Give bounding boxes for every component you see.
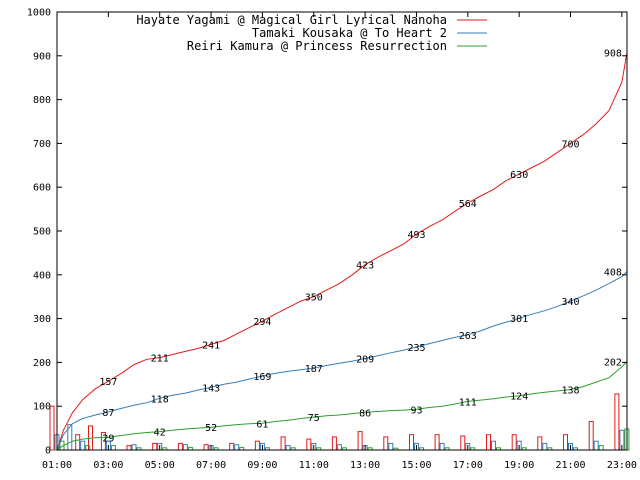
data-label-series-3-2: 52: [205, 423, 217, 434]
data-labels-layer: 157 211 241 294 350 423 493 564 630 700 908 87 118 14…: [99, 48, 622, 444]
data-label-series-3-7: 111: [459, 397, 477, 408]
data-label-series-1-9: 700: [561, 139, 579, 150]
series-line-3: [56, 361, 628, 451]
x-tick-label-8: 17:00: [453, 460, 483, 471]
data-label-series-2-5: 209: [356, 355, 374, 366]
legend: Hayate Yagami @ Magical Girl Lyrical Nan…: [136, 13, 487, 53]
y-tick-label-8: 800: [33, 95, 51, 106]
data-label-series-2-6: 235: [407, 343, 425, 354]
y-tick-label-3: 300: [33, 314, 51, 325]
data-label-series-2-3: 169: [253, 372, 271, 383]
data-label-series-3-4: 75: [308, 413, 320, 424]
data-label-series-2-1: 118: [151, 394, 169, 405]
data-label-series-3-9: 138: [561, 386, 579, 397]
legend-label-series-2: Tamaki Kousaka @ To Heart 2: [252, 26, 447, 40]
y-tick-label-4: 400: [33, 270, 51, 281]
x-tick-label-2: 05:00: [145, 460, 175, 471]
legend-label-series-3: Reiri Kamura @ Princess Resurrection: [187, 39, 447, 53]
legend-label-series-1: Hayate Yagami @ Magical Girl Lyrical Nan…: [136, 13, 447, 27]
data-label-series-2-0: 87: [102, 408, 114, 419]
data-label-series-1-4: 350: [305, 293, 323, 304]
data-label-series-2-9: 340: [561, 297, 579, 308]
y-tick-label-0: 0: [45, 446, 51, 457]
y-tick-label-5: 500: [33, 227, 51, 238]
bar-series-1-0: [49, 405, 55, 451]
x-tick-label-7: 15:00: [401, 460, 431, 471]
data-label-series-3-3: 61: [256, 419, 268, 430]
data-label-series-1-8: 630: [510, 170, 528, 181]
data-label-series-2-4: 187: [305, 364, 323, 375]
data-label-series-3-1: 42: [154, 428, 166, 439]
data-label-series-1-10: 908: [604, 48, 622, 59]
data-label-series-1-1: 211: [151, 354, 169, 365]
x-tick-label-1: 03:00: [93, 460, 123, 471]
series-line-2: [56, 270, 628, 451]
lines-layer: [56, 52, 628, 451]
data-label-series-3-10: 202: [604, 358, 622, 369]
x-tick-label-3: 07:00: [196, 460, 226, 471]
data-label-series-1-5: 423: [356, 261, 374, 272]
y-tick-label-6: 600: [33, 183, 51, 194]
y-tick-label-9: 900: [33, 51, 51, 62]
y-tick-label-7: 700: [33, 139, 51, 150]
axes-layer: 0 100 200 300 400 500 600 700 800 900 1000 01:00 03:…: [27, 8, 637, 472]
x-tick-label-4: 09:00: [247, 460, 277, 471]
data-label-series-3-6: 93: [410, 405, 422, 416]
data-label-series-2-2: 143: [202, 383, 220, 394]
x-tick-label-0: 01:00: [42, 460, 72, 471]
y-tick-label-10: 1000: [27, 8, 51, 19]
data-label-series-3-8: 124: [510, 392, 528, 403]
x-tick-label-6: 13:00: [350, 460, 380, 471]
data-label-series-3-5: 86: [359, 408, 371, 419]
y-tick-label-1: 100: [33, 402, 51, 413]
data-label-series-2-8: 301: [510, 314, 528, 325]
x-tick-label-10: 21:00: [555, 460, 585, 471]
x-tick-label-9: 19:00: [504, 460, 534, 471]
x-tick-label-11: 23:00: [607, 460, 637, 471]
x-tick-label-5: 11:00: [299, 460, 329, 471]
data-label-series-1-3: 294: [253, 317, 271, 328]
data-label-series-1-2: 241: [202, 340, 220, 351]
data-label-series-2-10: 408: [604, 267, 622, 278]
data-label-series-1-7: 564: [459, 199, 477, 210]
data-label-series-2-7: 263: [459, 331, 477, 342]
data-label-series-1-0: 157: [99, 377, 117, 388]
series-line-1: [56, 52, 628, 451]
data-label-series-3-0: 29: [102, 433, 114, 444]
y-tick-label-2: 200: [33, 358, 51, 369]
data-label-series-1-6: 493: [407, 230, 425, 241]
